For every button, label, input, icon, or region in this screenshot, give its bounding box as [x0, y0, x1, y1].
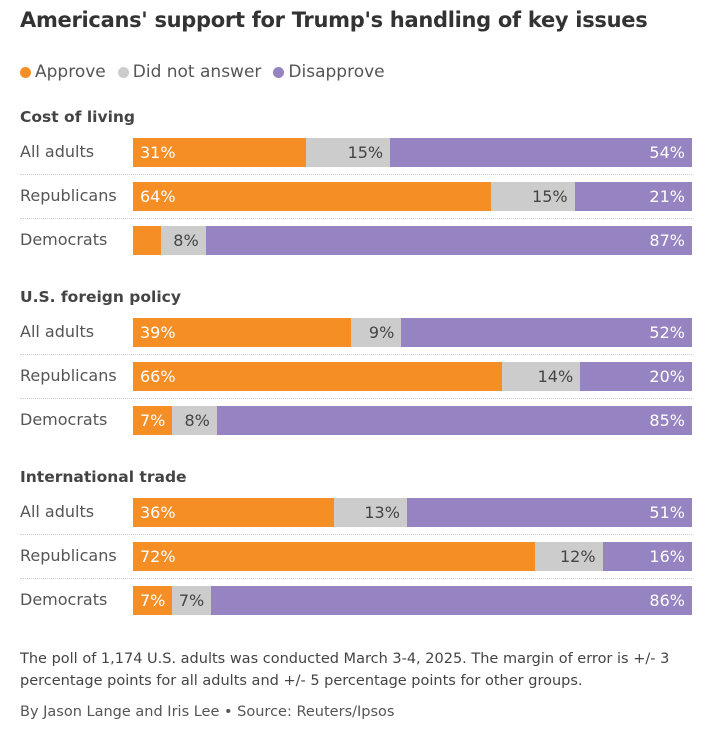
- bar-segment-no-answer: 9%: [351, 318, 402, 347]
- stacked-bar: 8% 87%: [133, 226, 692, 255]
- data-label: 16%: [649, 547, 685, 566]
- bar-segment-disapprove: 16%: [602, 542, 692, 571]
- data-label: 72%: [140, 547, 176, 566]
- bar-segment-disapprove: 86%: [211, 586, 692, 615]
- row-label: All adults: [20, 502, 95, 521]
- bar-segment-approve: 31%: [133, 138, 307, 167]
- legend-item: Disapprove: [273, 62, 385, 82]
- data-label: 12%: [559, 547, 596, 566]
- data-label: 36%: [140, 503, 176, 522]
- bar-segment-no-answer: 15%: [490, 182, 575, 211]
- bar-segment-approve: 72%: [133, 542, 536, 571]
- row-label: Republicans: [20, 186, 117, 205]
- row-label: All adults: [20, 322, 95, 341]
- data-label: 39%: [140, 323, 176, 342]
- data-label: 21%: [649, 187, 685, 206]
- bar-segment-no-answer: 13%: [334, 498, 407, 527]
- legend-swatch: [20, 66, 31, 78]
- bar-segment-disapprove: 21%: [574, 182, 692, 211]
- bar-segment-approve: 7%: [133, 406, 173, 435]
- footnote: The poll of 1,174 U.S. adults was conduc…: [20, 651, 670, 689]
- row-label: Republicans: [20, 366, 117, 385]
- bar-segment-disapprove: 87%: [205, 226, 692, 255]
- stacked-bar: 64% 15% 21%: [133, 182, 692, 211]
- stacked-bar: 7% 8% 85%: [133, 406, 692, 435]
- legend: Approve Did not answer Disapprove: [20, 62, 385, 82]
- data-label: 85%: [649, 411, 685, 430]
- row-label: All adults: [20, 142, 95, 161]
- bar-segment-no-answer: 8%: [160, 226, 206, 255]
- data-label: 15%: [532, 187, 568, 206]
- chart-title: Americans' support for Trump's handling …: [20, 8, 648, 32]
- section-title: Cost of living: [20, 108, 136, 126]
- row-divider: [20, 354, 692, 355]
- data-label: 31%: [140, 143, 176, 162]
- bar-segment-approve: 64%: [133, 182, 491, 211]
- bar-segment-approve: [133, 226, 161, 255]
- row-divider: [20, 578, 692, 579]
- legend-swatch: [117, 66, 129, 78]
- data-label: 9%: [368, 323, 395, 342]
- bar-segment-no-answer: 14%: [501, 362, 581, 391]
- bar-segment-disapprove: 54%: [390, 138, 692, 167]
- bar-segment-disapprove: 85%: [216, 406, 692, 435]
- data-label: 7%: [140, 591, 166, 610]
- bar-segment-disapprove: 20%: [580, 362, 692, 391]
- row-label: Republicans: [20, 546, 117, 565]
- legend-label: Approve: [35, 62, 106, 82]
- bar-segment-disapprove: 52%: [401, 318, 692, 347]
- data-label: 54%: [649, 143, 685, 162]
- bar-segment-approve: 7%: [133, 586, 173, 615]
- legend-item: Did not answer: [117, 62, 262, 82]
- legend-item: Approve: [20, 62, 106, 82]
- legend-label: Did not answer: [132, 62, 262, 82]
- data-label: 86%: [649, 591, 685, 610]
- data-label: 20%: [649, 367, 685, 386]
- row-divider: [20, 218, 692, 219]
- bar-segment-no-answer: 8%: [172, 406, 217, 435]
- data-label: 8%: [184, 411, 210, 430]
- data-label: 15%: [347, 143, 384, 162]
- stacked-bar: 31% 15% 54%: [133, 138, 692, 167]
- stacked-bar: 72% 12% 16%: [133, 542, 692, 571]
- data-label: 51%: [649, 503, 685, 522]
- data-label: 13%: [364, 503, 400, 522]
- section-title: International trade: [20, 468, 187, 486]
- data-label: 64%: [140, 187, 176, 206]
- row-divider: [20, 174, 692, 175]
- row-divider: [20, 534, 692, 535]
- bar-segment-no-answer: 15%: [306, 138, 391, 167]
- stacked-bar: 7% 7% 86%: [133, 586, 692, 615]
- row-label: Democrats: [20, 590, 108, 609]
- legend-label: Disapprove: [288, 62, 385, 82]
- row-label: Democrats: [20, 410, 108, 429]
- data-label: 7%: [178, 591, 205, 610]
- row-divider: [20, 398, 692, 399]
- data-label: 8%: [173, 231, 199, 250]
- stacked-bar: 66% 14% 20%: [133, 362, 692, 391]
- bar-segment-approve: 39%: [133, 318, 351, 347]
- row-label: Democrats: [20, 230, 108, 249]
- section-title: U.S. foreign policy: [20, 288, 181, 306]
- stacked-bar: 39% 9% 52%: [133, 318, 692, 347]
- data-label: 87%: [649, 231, 685, 250]
- credit: By Jason Lange and Iris Lee • Source: Re…: [20, 704, 395, 720]
- bar-segment-disapprove: 51%: [406, 498, 692, 527]
- data-label: 14%: [537, 367, 574, 386]
- data-label: 7%: [140, 411, 166, 430]
- data-label: 66%: [140, 367, 176, 386]
- bar-segment-approve: 36%: [133, 498, 335, 527]
- bar-segment-approve: 66%: [133, 362, 502, 391]
- bar-segment-no-answer: 12%: [535, 542, 603, 571]
- bar-segment-no-answer: 7%: [172, 586, 212, 615]
- data-label: 52%: [649, 323, 685, 342]
- legend-swatch: [273, 66, 285, 78]
- stacked-bar: 36% 13% 51%: [133, 498, 692, 527]
